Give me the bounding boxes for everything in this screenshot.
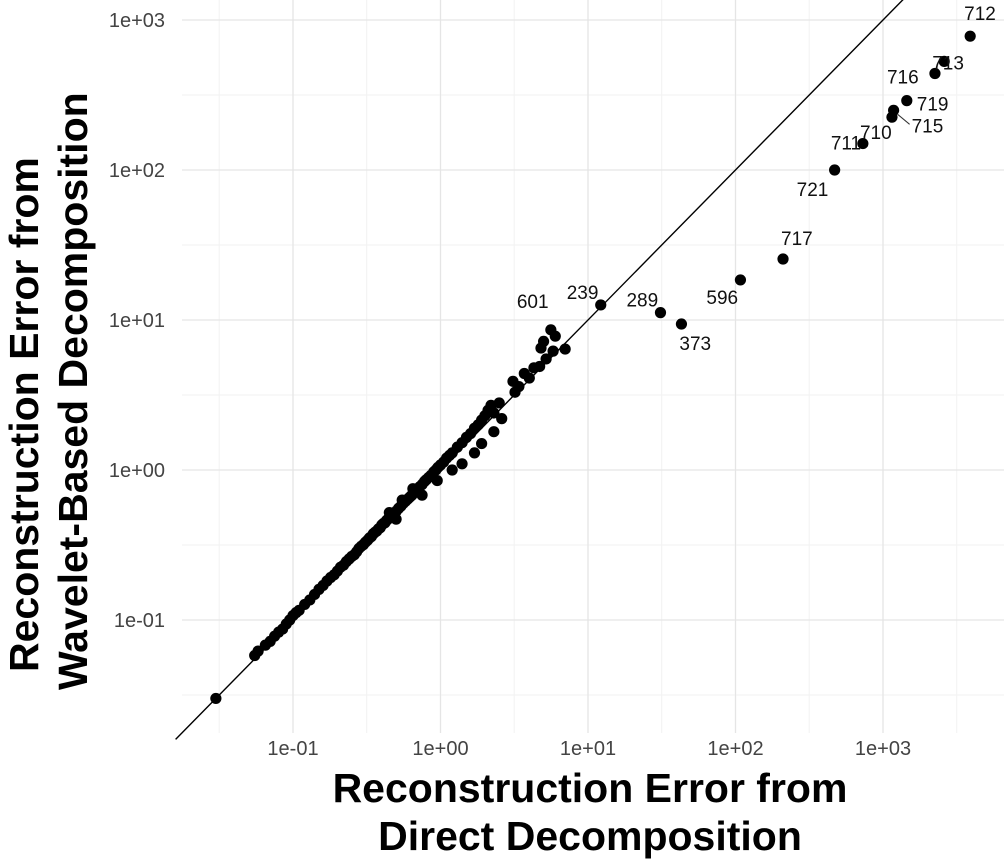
data-point	[675, 318, 688, 330]
y-tick-label: 1e+01	[109, 310, 165, 332]
x-axis-label-line1: Reconstruction Error from	[332, 765, 848, 811]
point-label-712: 712	[964, 4, 996, 25]
x-tick-label: 1e+03	[855, 738, 911, 760]
y-tick-label: 1e+02	[109, 160, 165, 182]
y-tick-label: 1e+00	[109, 460, 165, 482]
data-point	[929, 67, 941, 80]
y-tick-labels: 1e-01 1e+00 1e+01 1e+02 1e+03	[109, 10, 165, 632]
x-tick-label: 1e-01	[267, 738, 318, 760]
data-point	[416, 489, 428, 501]
data-point	[654, 307, 667, 319]
data-point	[509, 386, 521, 398]
data-point	[456, 458, 468, 470]
data-point	[547, 345, 559, 357]
data-point	[540, 353, 552, 365]
data-point	[545, 324, 557, 336]
identity-line	[175, 0, 904, 740]
data-point	[829, 164, 841, 176]
data-point	[446, 464, 458, 476]
point-label-239: 239	[567, 283, 599, 304]
y-tick-label: 1e-01	[114, 610, 165, 632]
data-point	[595, 299, 607, 311]
data-point	[857, 137, 869, 150]
point-label-713: 713	[932, 53, 964, 74]
grid	[182, 0, 1004, 733]
point-label-601: 601	[517, 292, 549, 313]
data-point	[777, 253, 789, 265]
point-label-719: 719	[917, 95, 949, 116]
point-label-715: 715	[912, 116, 944, 137]
data-point	[523, 372, 535, 384]
point-label-717: 717	[781, 229, 813, 250]
data-point	[493, 397, 505, 409]
reference-line	[175, 0, 904, 740]
data-point	[938, 55, 950, 67]
y-axis-label-line1: Reconstruction Error from	[1, 157, 47, 672]
data-point	[476, 437, 488, 450]
data-point	[383, 506, 395, 519]
y-tick-label: 1e+03	[109, 10, 165, 32]
label-leader-715	[897, 113, 910, 125]
y-axis-label-line2: Wavelet-Based Decomposition	[50, 92, 96, 690]
point-label-716: 716	[887, 67, 919, 88]
data-point	[488, 426, 500, 438]
data-point	[901, 95, 913, 107]
x-tick-labels: 1e-01 1e+00 1e+01 1e+02 1e+03	[267, 738, 911, 760]
x-tick-label: 1e+00	[412, 738, 468, 760]
data-point	[468, 447, 481, 459]
point-label-289: 289	[626, 291, 658, 312]
x-tick-label: 1e+01	[560, 738, 616, 760]
data-point	[496, 413, 508, 425]
data-point	[734, 274, 747, 286]
data-point	[888, 104, 900, 116]
points	[210, 30, 976, 705]
data-point	[488, 407, 500, 419]
data-point	[537, 335, 550, 348]
data-point	[964, 30, 976, 42]
data-point	[407, 483, 419, 495]
data-point	[396, 494, 408, 506]
point-label-710: 710	[860, 123, 892, 144]
point-label-373: 373	[679, 334, 711, 355]
data-point	[210, 692, 222, 705]
x-tick-label: 1e+02	[707, 738, 763, 760]
data-point	[534, 360, 546, 373]
point-label-721: 721	[797, 180, 829, 201]
x-axis-label-line2: Direct Decomposition	[378, 813, 802, 859]
point-label-596: 596	[706, 288, 738, 309]
data-point	[559, 343, 571, 355]
point-label-711: 711	[831, 134, 861, 155]
data-point	[431, 474, 443, 487]
